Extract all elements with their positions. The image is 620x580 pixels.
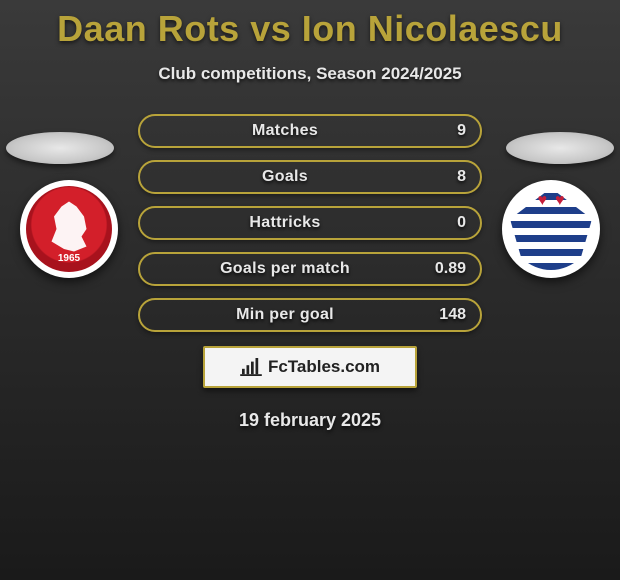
- stats-list: Matches 9 Goals 8 Hattricks 0 Goals per …: [138, 114, 482, 332]
- club-crest-left: 1965: [20, 180, 118, 278]
- crest-year: 1965: [20, 253, 118, 264]
- stat-label: Goals: [140, 168, 430, 186]
- stat-value: 9: [430, 122, 466, 140]
- hearts-icon: ♥♥: [502, 192, 600, 210]
- player-oval-left: [6, 132, 114, 164]
- stat-label: Hattricks: [140, 214, 430, 232]
- player-oval-right: [506, 132, 614, 164]
- brand-link[interactable]: FcTables.com: [203, 346, 417, 388]
- main-content: 1965 ♥♥ Matches 9 Goals 8 Hattricks 0 Go…: [0, 114, 620, 431]
- stat-row: Goals per match 0.89: [138, 252, 482, 286]
- bar-chart-icon: [240, 358, 262, 376]
- stat-row: Hattricks 0: [138, 206, 482, 240]
- stat-row: Matches 9: [138, 114, 482, 148]
- subtitle: Club competitions, Season 2024/2025: [0, 64, 620, 84]
- date-text: 19 february 2025: [0, 410, 620, 431]
- stat-value: 0: [430, 214, 466, 232]
- stat-value: 148: [430, 306, 466, 324]
- stat-value: 8: [430, 168, 466, 186]
- club-crest-right: ♥♥: [502, 180, 600, 278]
- stat-row: Min per goal 148: [138, 298, 482, 332]
- stat-label: Matches: [140, 122, 430, 140]
- brand-text: FcTables.com: [268, 357, 380, 377]
- stat-row: Goals 8: [138, 160, 482, 194]
- stat-label: Goals per match: [140, 260, 430, 278]
- page-title: Daan Rots vs Ion Nicolaescu: [0, 0, 620, 50]
- stat-value: 0.89: [430, 260, 466, 278]
- stat-label: Min per goal: [140, 306, 430, 324]
